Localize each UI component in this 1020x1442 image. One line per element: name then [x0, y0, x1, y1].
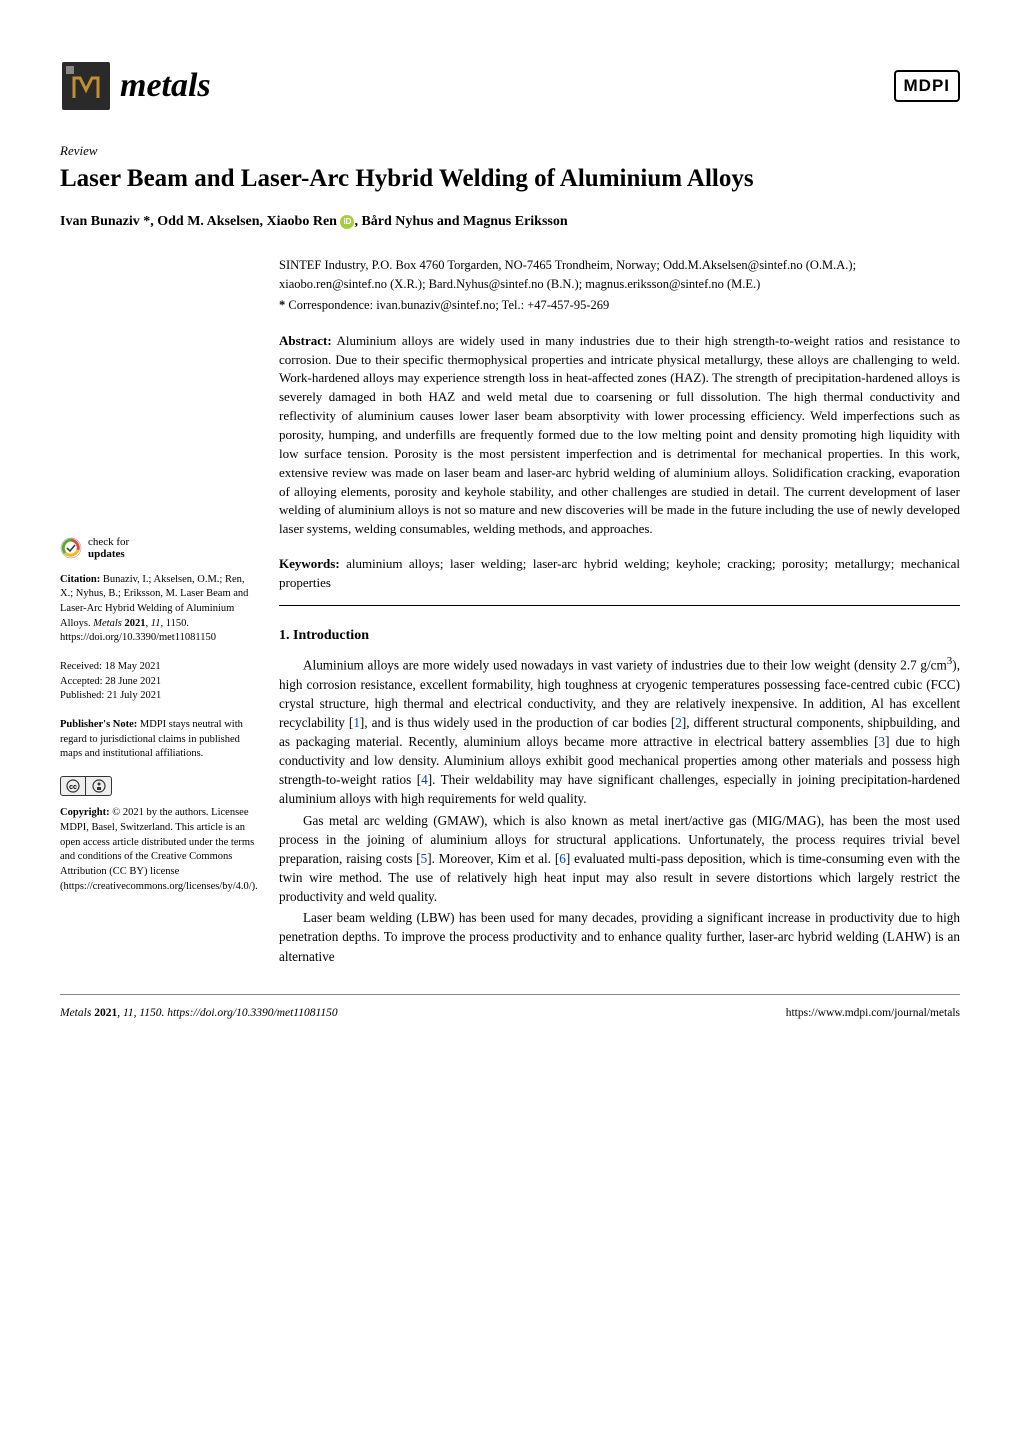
footer-journal: Metals — [60, 1007, 94, 1019]
main-column: SINTEF Industry, P.O. Box 4760 Torgarden… — [279, 256, 960, 967]
article-title: Laser Beam and Laser-Arc Hybrid Welding … — [60, 163, 960, 194]
correspondence-star: * — [279, 298, 285, 312]
metals-journal-icon — [60, 60, 112, 112]
published-date: Published: 21 July 2021 — [60, 689, 255, 704]
correspondence-text: Correspondence: ivan.bunaziv@sintef.no; … — [288, 298, 609, 312]
publisher-logo: MDPI — [894, 70, 961, 103]
authors-line: Ivan Bunaziv *, Odd M. Akselsen, Xiaobo … — [60, 212, 960, 232]
keywords: Keywords: aluminium alloys; laser weldin… — [279, 555, 960, 593]
cc-license-badge[interactable]: cc — [60, 776, 255, 796]
cc-icon: cc — [60, 776, 86, 796]
citation-journal: Metals — [93, 618, 124, 629]
citation-vol: , 11, — [145, 618, 163, 629]
accepted-date: Accepted: 28 June 2021 — [60, 675, 255, 690]
abstract-text: Aluminium alloys are widely used in many… — [279, 333, 960, 536]
abstract-label: Abstract: — [279, 333, 332, 348]
section-1-heading: 1. Introduction — [279, 626, 960, 646]
page-footer: Metals 2021, 11, 1150. https://doi.org/1… — [60, 994, 960, 1022]
keywords-label: Keywords: — [279, 556, 340, 571]
dates-block: Received: 18 May 2021 Accepted: 28 June … — [60, 660, 255, 704]
check-updates-text: check for updates — [88, 536, 129, 560]
ref-4-link[interactable]: 4 — [421, 772, 428, 787]
check-updates-line2: updates — [88, 548, 129, 560]
authors-part1: Ivan Bunaziv *, Odd M. Akselsen, Xiaobo … — [60, 214, 340, 229]
citation-year: 2021 — [124, 618, 145, 629]
journal-logo: metals — [60, 60, 211, 112]
footer-right: https://www.mdpi.com/journal/metals — [786, 1005, 960, 1022]
sidebar: check for updates Citation: Bunaziv, I.;… — [60, 256, 255, 967]
intro-para-2: Gas metal arc welding (GMAW), which is a… — [279, 811, 960, 907]
authors-part2: , Bård Nyhus and Magnus Eriksson — [354, 214, 567, 229]
check-updates-icon — [60, 537, 82, 559]
p1a: Aluminium alloys are more widely used no… — [303, 657, 947, 672]
two-column-layout: check for updates Citation: Bunaziv, I.;… — [60, 256, 960, 967]
footer-year: 2021 — [94, 1007, 117, 1019]
received-date: Received: 18 May 2021 — [60, 660, 255, 675]
svg-text:cc: cc — [69, 784, 77, 791]
copyright-block: Copyright: © 2021 by the authors. Licens… — [60, 806, 255, 894]
ref-1-link[interactable]: 1 — [353, 715, 360, 730]
page-container: metals MDPI Review Laser Beam and Laser-… — [0, 0, 1020, 1061]
ref-2-link[interactable]: 2 — [675, 715, 682, 730]
pubnote-label: Publisher's Note: — [60, 719, 137, 730]
abstract: Abstract: Aluminium alloys are widely us… — [279, 332, 960, 539]
copyright-label: Copyright: — [60, 807, 110, 818]
check-updates-badge[interactable]: check for updates — [60, 536, 255, 560]
by-icon — [86, 776, 112, 796]
orcid-icon[interactable] — [340, 215, 354, 229]
keywords-text: aluminium alloys; laser welding; laser-a… — [279, 556, 960, 590]
footer-journal-link[interactable]: https://www.mdpi.com/journal/metals — [786, 1007, 960, 1019]
article-type: Review — [60, 142, 960, 161]
intro-para-1: Aluminium alloys are more widely used no… — [279, 654, 960, 809]
p2b: ]. Moreover, Kim et al. [ — [427, 851, 559, 866]
publisher-note-block: Publisher's Note: MDPI stays neutral wit… — [60, 718, 255, 762]
intro-para-3: Laser beam welding (LBW) has been used f… — [279, 908, 960, 965]
ref-6-link[interactable]: 6 — [559, 851, 566, 866]
footer-citation: , 11, 1150. https://doi.org/10.3390/met1… — [117, 1007, 337, 1019]
citation-block: Citation: Bunaziv, I.; Akselsen, O.M.; R… — [60, 573, 255, 646]
correspondence: * Correspondence: ivan.bunaziv@sintef.no… — [279, 296, 960, 314]
copyright-text: © 2021 by the authors. Licensee MDPI, Ba… — [60, 807, 258, 891]
check-updates-line1: check for — [88, 536, 129, 548]
affiliation: SINTEF Industry, P.O. Box 4760 Torgarden… — [279, 256, 960, 292]
citation-label: Citation: — [60, 574, 100, 585]
p1c: ], and is thus widely used in the produc… — [360, 715, 675, 730]
footer-left: Metals 2021, 11, 1150. https://doi.org/1… — [60, 1005, 338, 1022]
header-row: metals MDPI — [60, 60, 960, 112]
section-divider — [279, 605, 960, 606]
journal-name: metals — [120, 61, 211, 110]
